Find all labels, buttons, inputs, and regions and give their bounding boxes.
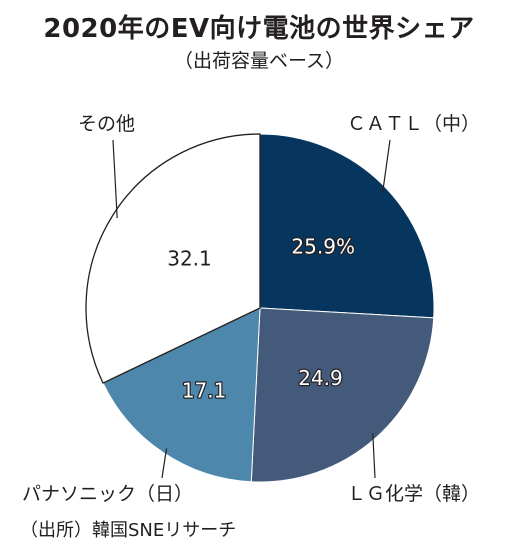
- slice-other: [85, 133, 261, 384]
- slice-catl: [259, 133, 435, 319]
- leader-line-panasonic: [161, 448, 168, 479]
- value-label-lg-chem: 24.9: [298, 366, 343, 390]
- slice-lg-chem: [250, 307, 435, 483]
- category-label-panasonic: パナソニック（日）: [22, 483, 193, 505]
- category-label-other: その他: [78, 113, 135, 135]
- slice-panasonic: [102, 307, 261, 483]
- leader-line-other: [112, 139, 118, 219]
- leader-lines: [112, 139, 391, 479]
- category-labels: ＣＡＴＬ（中） ＬＧ化学（韓） パナソニック（日） その他: [22, 113, 480, 505]
- leader-line-lg-chem: [372, 433, 376, 479]
- value-label-catl: 25.9%: [291, 235, 355, 259]
- category-label-catl: ＣＡＴＬ（中）: [347, 113, 480, 135]
- value-labels: 25.9% 24.9 17.1 32.1: [167, 233, 356, 403]
- pie-slices: [85, 133, 435, 483]
- source-note: （出所）韓国SNEリサーチ: [20, 520, 237, 541]
- category-label-lg-chem: ＬＧ化学（韓）: [347, 483, 480, 505]
- chart-subtitle: （出荷容量ベース）: [173, 50, 345, 72]
- leader-line-catl: [382, 139, 391, 193]
- value-label-other: 32.1: [167, 246, 212, 270]
- value-label-panasonic: 17.1: [182, 379, 227, 403]
- chart-title: 2020年のEV向け電池の世界シェア: [43, 14, 475, 44]
